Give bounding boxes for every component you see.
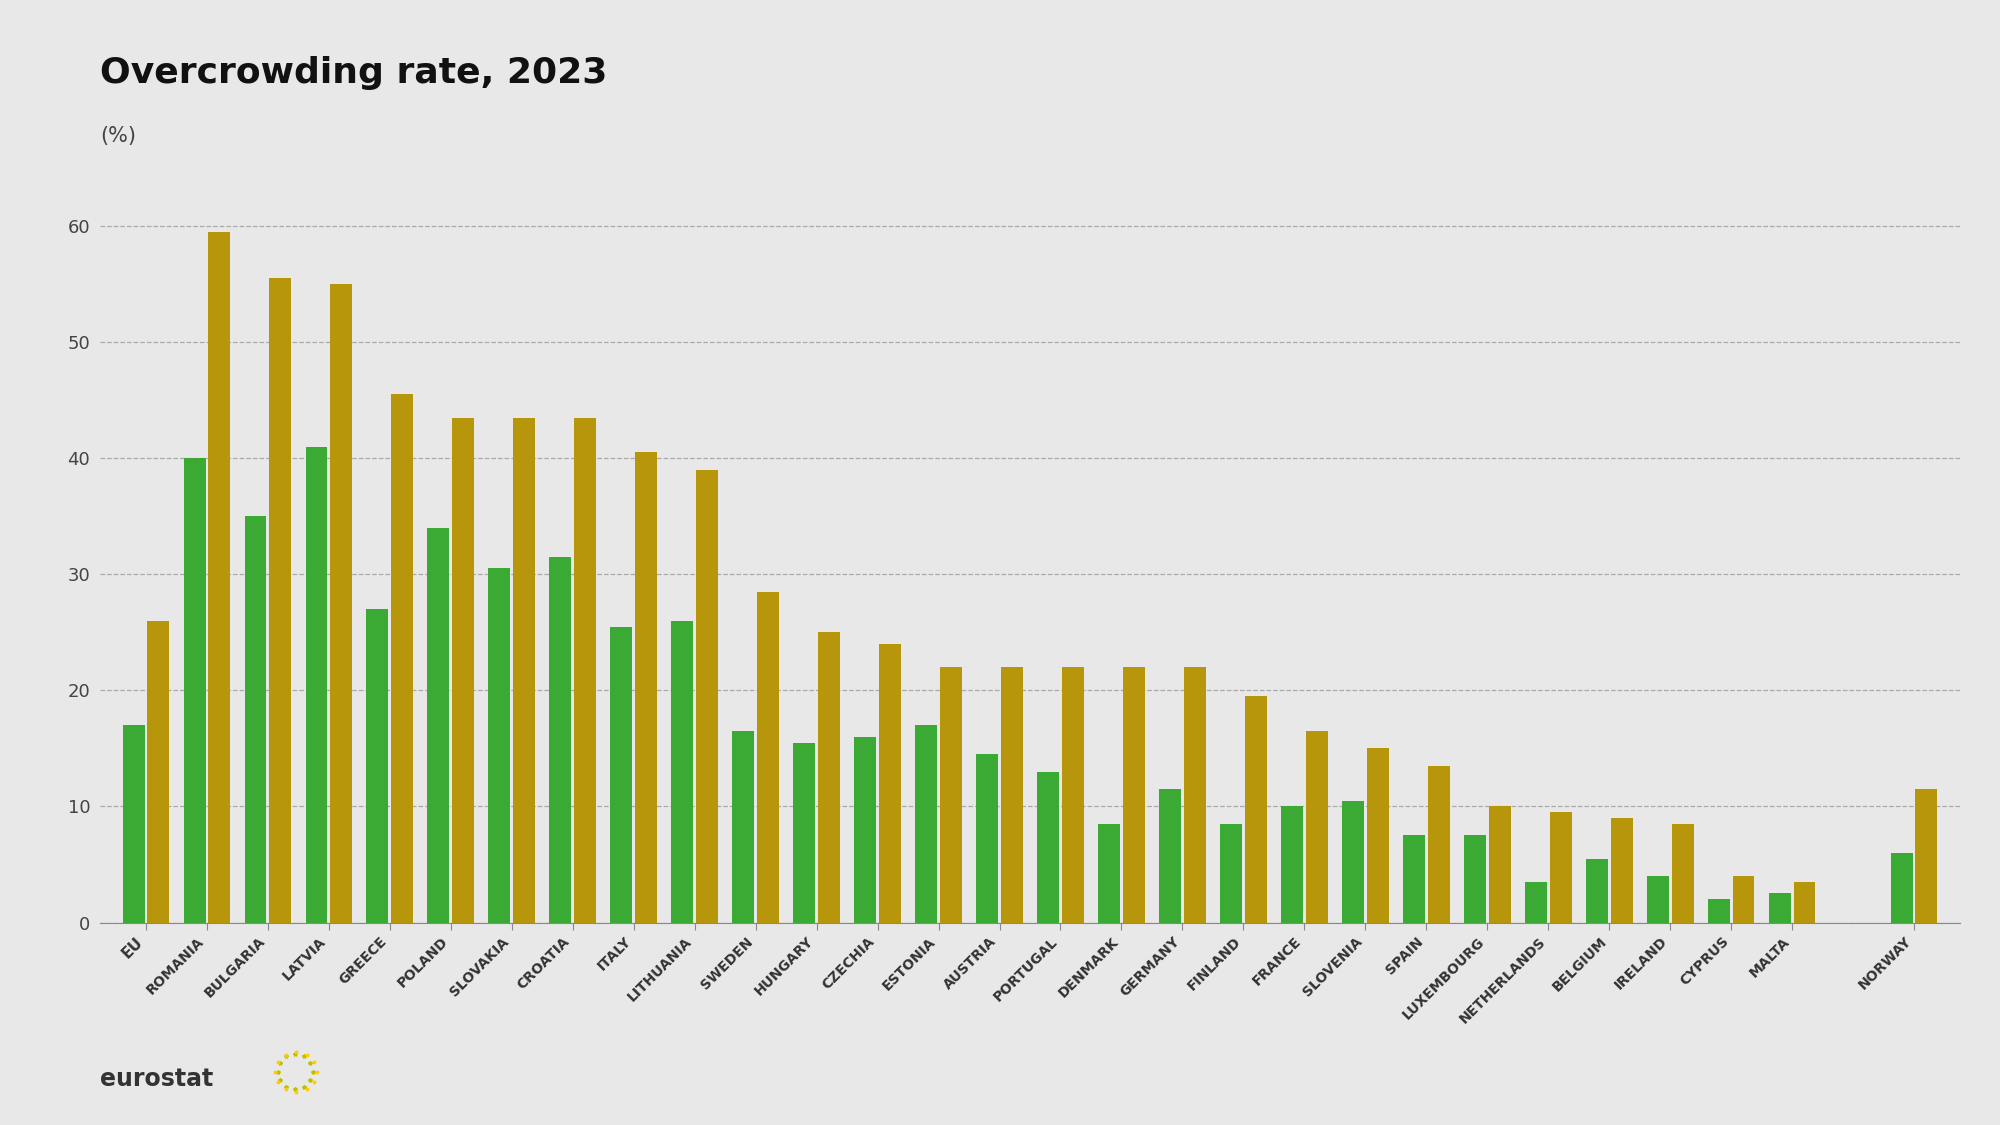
- Bar: [1244, 696, 1266, 922]
- Bar: [1464, 836, 1486, 922]
- Bar: [1184, 667, 1206, 922]
- Bar: [1404, 836, 1426, 922]
- Bar: [488, 568, 510, 922]
- Bar: [1428, 766, 1450, 922]
- Bar: [1550, 812, 1572, 922]
- Bar: [208, 232, 230, 922]
- Bar: [1648, 876, 1670, 922]
- Bar: [550, 557, 572, 922]
- Bar: [696, 470, 718, 922]
- Bar: [1732, 876, 1754, 922]
- Bar: [1306, 731, 1328, 922]
- Bar: [1160, 789, 1182, 922]
- Bar: [390, 395, 412, 922]
- Bar: [610, 627, 632, 922]
- Bar: [1770, 893, 1792, 922]
- Bar: [756, 592, 778, 922]
- Bar: [672, 621, 694, 922]
- Bar: [1708, 899, 1730, 922]
- Bar: [1062, 667, 1084, 922]
- Text: eurostat: eurostat: [100, 1068, 214, 1091]
- Bar: [244, 516, 266, 922]
- Bar: [306, 447, 328, 922]
- Bar: [916, 726, 938, 922]
- Bar: [366, 609, 388, 922]
- Bar: [878, 644, 900, 922]
- Bar: [1526, 882, 1548, 922]
- Bar: [1366, 748, 1388, 922]
- Bar: [122, 726, 144, 922]
- Bar: [940, 667, 962, 922]
- Bar: [1586, 858, 1608, 922]
- Bar: [1282, 807, 1304, 922]
- Text: Overcrowding rate, 2023: Overcrowding rate, 2023: [100, 56, 608, 90]
- Bar: [1342, 801, 1364, 922]
- Text: (%): (%): [100, 126, 136, 146]
- Bar: [574, 417, 596, 922]
- Bar: [634, 452, 656, 922]
- Bar: [1892, 853, 1914, 922]
- Bar: [512, 417, 534, 922]
- Bar: [452, 417, 474, 922]
- Bar: [732, 731, 754, 922]
- Bar: [1122, 667, 1144, 922]
- Bar: [428, 528, 450, 922]
- Bar: [1672, 824, 1694, 922]
- Bar: [330, 285, 352, 922]
- Bar: [1038, 772, 1060, 922]
- Bar: [1000, 667, 1022, 922]
- Bar: [1098, 824, 1120, 922]
- Bar: [1794, 882, 1816, 922]
- Bar: [794, 742, 816, 922]
- Bar: [1220, 824, 1242, 922]
- Bar: [854, 737, 876, 922]
- Bar: [976, 754, 998, 922]
- Bar: [268, 278, 290, 922]
- Bar: [1916, 789, 1938, 922]
- Bar: [146, 621, 168, 922]
- Bar: [184, 458, 206, 922]
- Bar: [1488, 807, 1510, 922]
- Bar: [1610, 818, 1632, 922]
- Bar: [818, 632, 840, 922]
